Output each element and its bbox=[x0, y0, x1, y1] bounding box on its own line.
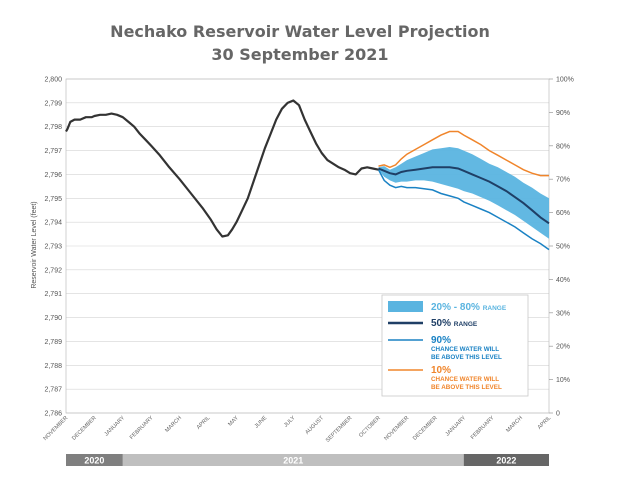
month-label: FEBRUARY bbox=[470, 415, 496, 441]
y2-tick-label: 60% bbox=[556, 210, 570, 217]
month-label: NOVEMBER bbox=[383, 415, 410, 442]
year-band bbox=[122, 454, 464, 466]
y2-tick-label: 100% bbox=[556, 77, 574, 84]
x-axis-years: 2020 2021 2022 bbox=[66, 454, 549, 466]
month-label: SEPTEMBER bbox=[325, 415, 354, 444]
data-layer bbox=[65, 99, 550, 251]
y-tick-label: 2,787 bbox=[44, 387, 62, 394]
y2-tick-label: 70% bbox=[556, 177, 570, 184]
y-axis-right: 0 10% 20% 30% 40% 50% 60% 70% 80% 90% 100% bbox=[549, 77, 574, 418]
year-band bbox=[66, 454, 123, 466]
month-label: OCTOBER bbox=[358, 415, 382, 439]
month-label: MARCH bbox=[505, 415, 524, 434]
y-tick-label: 2,800 bbox=[44, 77, 62, 84]
legend-p10-label: 10% bbox=[431, 365, 451, 376]
month-label: JULY bbox=[283, 415, 297, 429]
y-tick-label: 2,790 bbox=[44, 315, 62, 322]
legend-p90-label: 90% bbox=[431, 335, 451, 346]
line-historical bbox=[65, 99, 379, 238]
y-tick-label: 2,793 bbox=[44, 244, 62, 251]
y2-tick-label: 80% bbox=[556, 143, 570, 150]
y-axis-left: 2,786 2,787 2,788 2,789 2,790 2,791 2,792 2,793… bbox=[44, 77, 62, 418]
x-axis-months: NOVEMBER DECEMBER JANUARY FEBRUARY MARCH APRI… bbox=[43, 415, 553, 444]
y-tick-label: 2,791 bbox=[44, 291, 62, 298]
legend-p10-sublabel: CHANCE WATER WILL BE ABOVE THIS LEVEL bbox=[431, 376, 502, 391]
y-tick-label: 2,786 bbox=[44, 411, 62, 418]
y-tick-label: 2,788 bbox=[44, 363, 62, 370]
legend-swatch-range bbox=[388, 301, 423, 312]
range-band-20-80 bbox=[378, 147, 549, 239]
line-p50 bbox=[378, 166, 550, 225]
y-tick-label: 2,797 bbox=[44, 148, 62, 155]
year-label: 2020 bbox=[84, 456, 104, 466]
month-label: APRIL bbox=[196, 415, 212, 431]
year-label: 2021 bbox=[283, 456, 303, 466]
month-label: JUNE bbox=[254, 415, 269, 430]
y2-tick-label: 50% bbox=[556, 244, 570, 251]
month-label: AUGUST bbox=[304, 415, 325, 436]
y2-tick-label: 10% bbox=[556, 377, 570, 384]
y2-tick-label: 0 bbox=[556, 411, 560, 418]
y-tick-label: 2,795 bbox=[44, 196, 62, 203]
year-label: 2022 bbox=[496, 456, 516, 466]
month-label: MAY bbox=[227, 415, 240, 428]
line-p90 bbox=[377, 169, 550, 251]
year-band bbox=[463, 454, 549, 466]
y-axis-label: Reservoir Water Level (feet) bbox=[31, 201, 38, 288]
month-label: DECEMBER bbox=[71, 415, 98, 442]
y-tick-label: 2,792 bbox=[44, 267, 62, 274]
legend-p90-sublabel: CHANCE WATER WILL BE ABOVE THIS LEVEL bbox=[431, 346, 502, 361]
month-label: APRIL bbox=[537, 415, 553, 431]
y2-tick-label: 40% bbox=[556, 277, 570, 284]
y2-tick-label: 30% bbox=[556, 310, 570, 317]
y2-tick-label: 90% bbox=[556, 110, 570, 117]
line-p10 bbox=[378, 130, 549, 177]
chart-title: Nechako Reservoir Water Level Projection bbox=[110, 22, 490, 41]
legend-p50-label: 50% RANGE bbox=[431, 318, 478, 329]
chart-subtitle: 30 September 2021 bbox=[211, 45, 388, 64]
y-tick-label: 2,796 bbox=[44, 172, 62, 179]
y-tick-label: 2,794 bbox=[44, 220, 62, 227]
legend-range-label: 20% - 80% RANGE bbox=[431, 302, 507, 313]
y2-tick-label: 20% bbox=[556, 344, 570, 351]
y-tick-label: 2,799 bbox=[44, 100, 62, 107]
month-label: JANUARY bbox=[445, 415, 468, 438]
y-tick-label: 2,798 bbox=[44, 124, 62, 131]
month-label: FEBRUARY bbox=[129, 415, 155, 441]
month-label: DECEMBER bbox=[412, 415, 439, 442]
month-label: JANUARY bbox=[104, 415, 127, 438]
y-tick-label: 2,789 bbox=[44, 339, 62, 346]
legend: 20% - 80% RANGE 50% RANGE 90% CHANCE WAT… bbox=[381, 294, 529, 397]
month-label: NOVEMBER bbox=[43, 415, 70, 442]
month-label: MARCH bbox=[164, 415, 183, 434]
